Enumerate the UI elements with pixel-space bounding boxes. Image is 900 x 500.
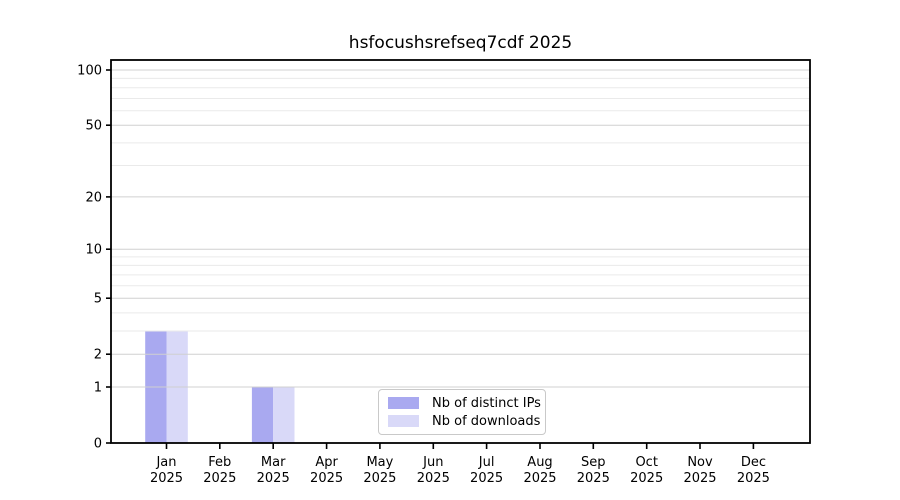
x-tick-year-nov: 2025 xyxy=(683,471,716,486)
x-tick-label-nov: Nov xyxy=(687,455,713,470)
axes-spines xyxy=(110,59,811,444)
x-tick-label-apr: Apr xyxy=(315,455,338,470)
bar-nb-of-downloads-mar xyxy=(273,387,295,443)
x-tick-year-oct: 2025 xyxy=(630,471,663,486)
y-tick-label-5: 5 xyxy=(94,292,102,307)
x-tick-label-dec: Dec xyxy=(741,455,766,470)
x-tick-year-jan: 2025 xyxy=(150,471,183,486)
y-tick-label-1: 1 xyxy=(94,381,102,396)
x-tick-label-jun: Jun xyxy=(422,455,443,470)
x-tick-year-feb: 2025 xyxy=(203,471,236,486)
legend-item-distinct-ips: Nb of distinct IPs xyxy=(388,394,541,412)
x-tick-year-mar: 2025 xyxy=(257,471,290,486)
bar-nb-of-distinct-ips-mar xyxy=(251,387,274,443)
x-tick-label-mar: Mar xyxy=(261,455,286,470)
x-tick-year-aug: 2025 xyxy=(523,471,556,486)
legend-swatch-distinct-ips xyxy=(388,397,419,409)
y-tick-label-100: 100 xyxy=(77,64,102,79)
y-tick-label-50: 50 xyxy=(85,119,102,134)
y-tick-label-0: 0 xyxy=(94,437,102,452)
y-tick-label-20: 20 xyxy=(85,190,102,205)
legend: Nb of distinct IPs Nb of downloads xyxy=(378,389,546,435)
x-tick-year-dec: 2025 xyxy=(737,471,770,486)
x-tick-label-sep: Sep xyxy=(581,455,606,470)
y-tick-label-2: 2 xyxy=(94,348,102,363)
x-tick-label-aug: Aug xyxy=(527,455,552,470)
x-tick-year-may: 2025 xyxy=(363,471,396,486)
legend-label-downloads: Nb of downloads xyxy=(432,413,541,429)
legend-item-downloads: Nb of downloads xyxy=(388,412,540,430)
x-tick-label-oct: Oct xyxy=(635,455,657,470)
legend-label-distinct-ips: Nb of distinct IPs xyxy=(432,395,541,411)
x-tick-year-jul: 2025 xyxy=(470,471,503,486)
x-tick-label-may: May xyxy=(366,455,393,470)
x-tick-year-jun: 2025 xyxy=(417,471,450,486)
x-tick-label-jul: Jul xyxy=(478,455,495,470)
x-tick-year-sep: 2025 xyxy=(577,471,610,486)
y-tick-label-10: 10 xyxy=(85,243,102,258)
x-tick-year-apr: 2025 xyxy=(310,471,343,486)
x-tick-label-feb: Feb xyxy=(208,455,231,470)
x-tick-label-jan: Jan xyxy=(155,455,176,470)
legend-swatch-downloads xyxy=(388,415,419,427)
chart-title: hsfocushsrefseq7cdf 2025 xyxy=(348,33,573,53)
